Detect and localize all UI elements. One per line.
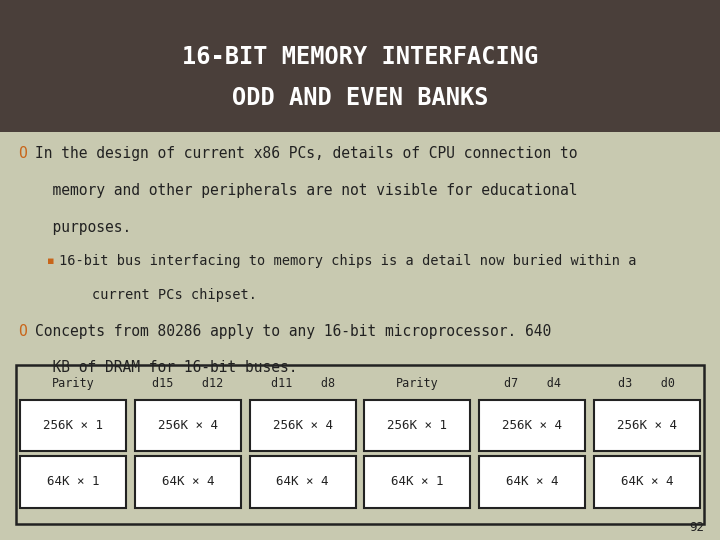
Text: Parity: Parity <box>52 377 94 390</box>
Text: 64K × 4: 64K × 4 <box>276 475 329 489</box>
FancyBboxPatch shape <box>479 456 585 508</box>
Text: O: O <box>18 323 27 339</box>
Text: 16-bit bus interfacing to memory chips is a detail now buried within a: 16-bit bus interfacing to memory chips i… <box>59 254 636 268</box>
Text: d3    d0: d3 d0 <box>618 377 675 390</box>
Text: memory and other peripherals are not visible for educational: memory and other peripherals are not vis… <box>35 183 577 198</box>
FancyBboxPatch shape <box>364 400 470 451</box>
FancyBboxPatch shape <box>594 400 700 451</box>
FancyBboxPatch shape <box>250 400 356 451</box>
Text: 64K × 1: 64K × 1 <box>47 475 99 489</box>
Text: 16-BIT MEMORY INTERFACING: 16-BIT MEMORY INTERFACING <box>182 45 538 69</box>
Text: current PCs chipset.: current PCs chipset. <box>59 288 257 302</box>
Text: 64K × 4: 64K × 4 <box>162 475 214 489</box>
FancyBboxPatch shape <box>594 456 700 508</box>
Text: O: O <box>18 146 27 161</box>
FancyBboxPatch shape <box>0 0 720 132</box>
FancyBboxPatch shape <box>16 364 704 524</box>
Text: Parity: Parity <box>396 377 438 390</box>
Text: 256K × 4: 256K × 4 <box>158 418 218 432</box>
Text: 256K × 1: 256K × 1 <box>43 418 103 432</box>
FancyBboxPatch shape <box>20 456 126 508</box>
Text: 64K × 4: 64K × 4 <box>621 475 673 489</box>
Text: purposes.: purposes. <box>35 220 131 235</box>
Text: 256K × 4: 256K × 4 <box>273 418 333 432</box>
FancyBboxPatch shape <box>479 400 585 451</box>
FancyBboxPatch shape <box>364 456 470 508</box>
Text: 256K × 1: 256K × 1 <box>387 418 447 432</box>
Text: 64K × 1: 64K × 1 <box>391 475 444 489</box>
FancyBboxPatch shape <box>250 456 356 508</box>
Text: d15    d12: d15 d12 <box>153 377 223 390</box>
Text: 256K × 4: 256K × 4 <box>617 418 677 432</box>
Text: Concepts from 80286 apply to any 16-bit microprocessor. 640: Concepts from 80286 apply to any 16-bit … <box>35 323 551 339</box>
Text: ODD AND EVEN BANKS: ODD AND EVEN BANKS <box>232 86 488 110</box>
FancyBboxPatch shape <box>135 400 241 451</box>
Text: 256K × 4: 256K × 4 <box>502 418 562 432</box>
Text: KB of DRAM for 16-bit buses.: KB of DRAM for 16-bit buses. <box>35 360 297 375</box>
Text: d7    d4: d7 d4 <box>503 377 561 390</box>
Text: d11    d8: d11 d8 <box>271 377 335 390</box>
Text: 92: 92 <box>689 521 704 534</box>
Text: ▪: ▪ <box>47 256 54 266</box>
FancyBboxPatch shape <box>135 456 241 508</box>
Text: In the design of current x86 PCs, details of CPU connection to: In the design of current x86 PCs, detail… <box>35 146 577 161</box>
FancyBboxPatch shape <box>20 400 126 451</box>
Text: 64K × 4: 64K × 4 <box>506 475 558 489</box>
